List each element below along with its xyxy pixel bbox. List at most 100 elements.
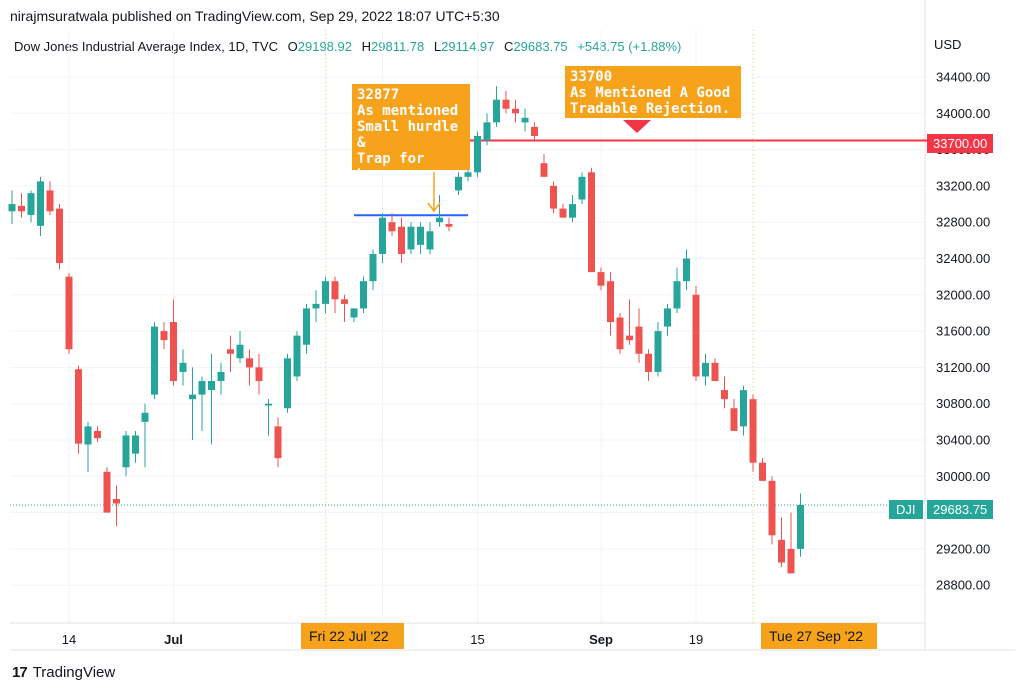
candle-body <box>721 390 728 400</box>
candle-body <box>673 281 681 309</box>
candle-body <box>170 322 177 382</box>
candle-body <box>759 462 766 481</box>
candle-body <box>768 480 776 536</box>
candle-body <box>94 430 101 439</box>
candle-body <box>113 498 120 504</box>
candle-body <box>493 99 500 123</box>
candle-body <box>65 276 73 350</box>
change-value: +548.75 (+1.88%) <box>577 39 682 54</box>
candle-body <box>379 217 386 254</box>
open-value: 29198.92 <box>297 39 352 54</box>
candle-body <box>37 181 44 226</box>
candle-body <box>179 362 187 372</box>
candle-body <box>122 435 130 468</box>
symbol-tag: DJI <box>889 500 923 519</box>
candle-body <box>398 226 405 254</box>
candle-body <box>483 122 491 141</box>
price-tick-label: 30400.00 <box>936 433 990 448</box>
candle-body <box>198 381 206 395</box>
candle-body <box>18 205 25 212</box>
candle-body <box>293 335 301 377</box>
annotation-rejection: 33700 As Mentioned A Good Tradable Rejec… <box>565 66 741 118</box>
price-tick-label: 31200.00 <box>936 360 990 375</box>
time-tick-label: Jul <box>164 632 183 647</box>
candle-body <box>84 426 92 445</box>
candle-body <box>369 253 377 282</box>
high-label: H <box>361 39 371 54</box>
price-tick-label: 30800.00 <box>936 396 990 411</box>
crosshair-lines <box>10 30 889 623</box>
candle-body <box>445 224 453 227</box>
candle-body <box>550 185 557 209</box>
candle-body <box>417 226 424 245</box>
low-value: 29114.97 <box>441 39 495 54</box>
symbol-legend: Dow Jones Industrial Average Index, 1D, … <box>14 39 681 54</box>
candle-body <box>255 367 263 382</box>
candle-body <box>455 176 462 191</box>
candle-body <box>474 135 481 173</box>
candle-body <box>664 308 671 327</box>
candle-body <box>426 231 434 250</box>
candle-body <box>103 471 111 513</box>
tradingview-logo-icon: 17 <box>12 664 28 681</box>
candle-body <box>8 204 16 212</box>
price-tick-label: 32400.00 <box>936 251 990 266</box>
candle-body <box>645 353 652 372</box>
candle-body <box>208 381 215 391</box>
published-header: nirajmsuratwala published on TradingView… <box>10 8 500 24</box>
candle-body <box>322 281 329 304</box>
price-tick-label: 29200.00 <box>936 541 990 556</box>
candle-body <box>132 435 139 454</box>
candle-body <box>350 308 358 318</box>
brand-name: TradingView <box>32 664 116 681</box>
candle-body <box>569 204 576 218</box>
last-price-tag: 29683.75 <box>927 500 994 519</box>
candle-body <box>702 362 709 377</box>
candle-body <box>654 331 662 372</box>
price-tick-label: 30000.00 <box>936 469 990 484</box>
tradingview-logo[interactable]: 17 TradingView <box>12 664 115 681</box>
candle-body <box>521 117 529 123</box>
candle-body <box>331 281 339 300</box>
candle-body <box>607 281 614 323</box>
annotation-hurdle: 32877 As mentioned Small hurdle & Trap f… <box>352 84 470 183</box>
candle-body <box>635 326 643 354</box>
price-tick-label: 34000.00 <box>936 106 990 121</box>
price-tick-label: 32800.00 <box>936 215 990 230</box>
candle-body <box>284 358 291 409</box>
candle-body <box>749 399 757 463</box>
annotation-arrows <box>427 120 651 213</box>
candle-body <box>160 331 168 341</box>
price-tick-label: 34400.00 <box>936 70 990 85</box>
currency-label: USD <box>934 37 962 52</box>
candle-body <box>787 548 795 574</box>
symbol-name[interactable]: Dow Jones Industrial Average Index, 1D, … <box>14 39 278 54</box>
time-tick-label: 19 <box>689 632 703 647</box>
chart-grid <box>10 0 1015 651</box>
price-tick-label: 31600.00 <box>936 324 990 339</box>
candle-body <box>312 303 320 309</box>
close-label: C <box>504 39 514 54</box>
price-tick-label: 32000.00 <box>936 287 990 302</box>
low-label: L <box>433 39 442 54</box>
open-label: O <box>287 39 298 54</box>
candle-body <box>730 408 738 431</box>
price-tick-label: 28800.00 <box>936 578 990 593</box>
candle-body <box>303 308 310 345</box>
candle-body <box>692 294 700 377</box>
candle-body <box>151 326 158 395</box>
candle-body <box>360 281 367 309</box>
date-tag-jul: Fri 22 Jul '22 <box>301 623 404 649</box>
time-tick-label: 15 <box>470 632 484 647</box>
candle-body <box>141 412 149 422</box>
close-value: 29683.75 <box>513 39 568 54</box>
candle-body <box>75 369 82 444</box>
candle-body <box>56 208 63 264</box>
candle-body <box>740 390 747 427</box>
candle-body <box>597 272 605 286</box>
candle-body <box>540 163 548 177</box>
time-tick-label: Sep <box>589 632 613 647</box>
candle-body <box>502 99 510 109</box>
candle-body <box>27 193 35 215</box>
